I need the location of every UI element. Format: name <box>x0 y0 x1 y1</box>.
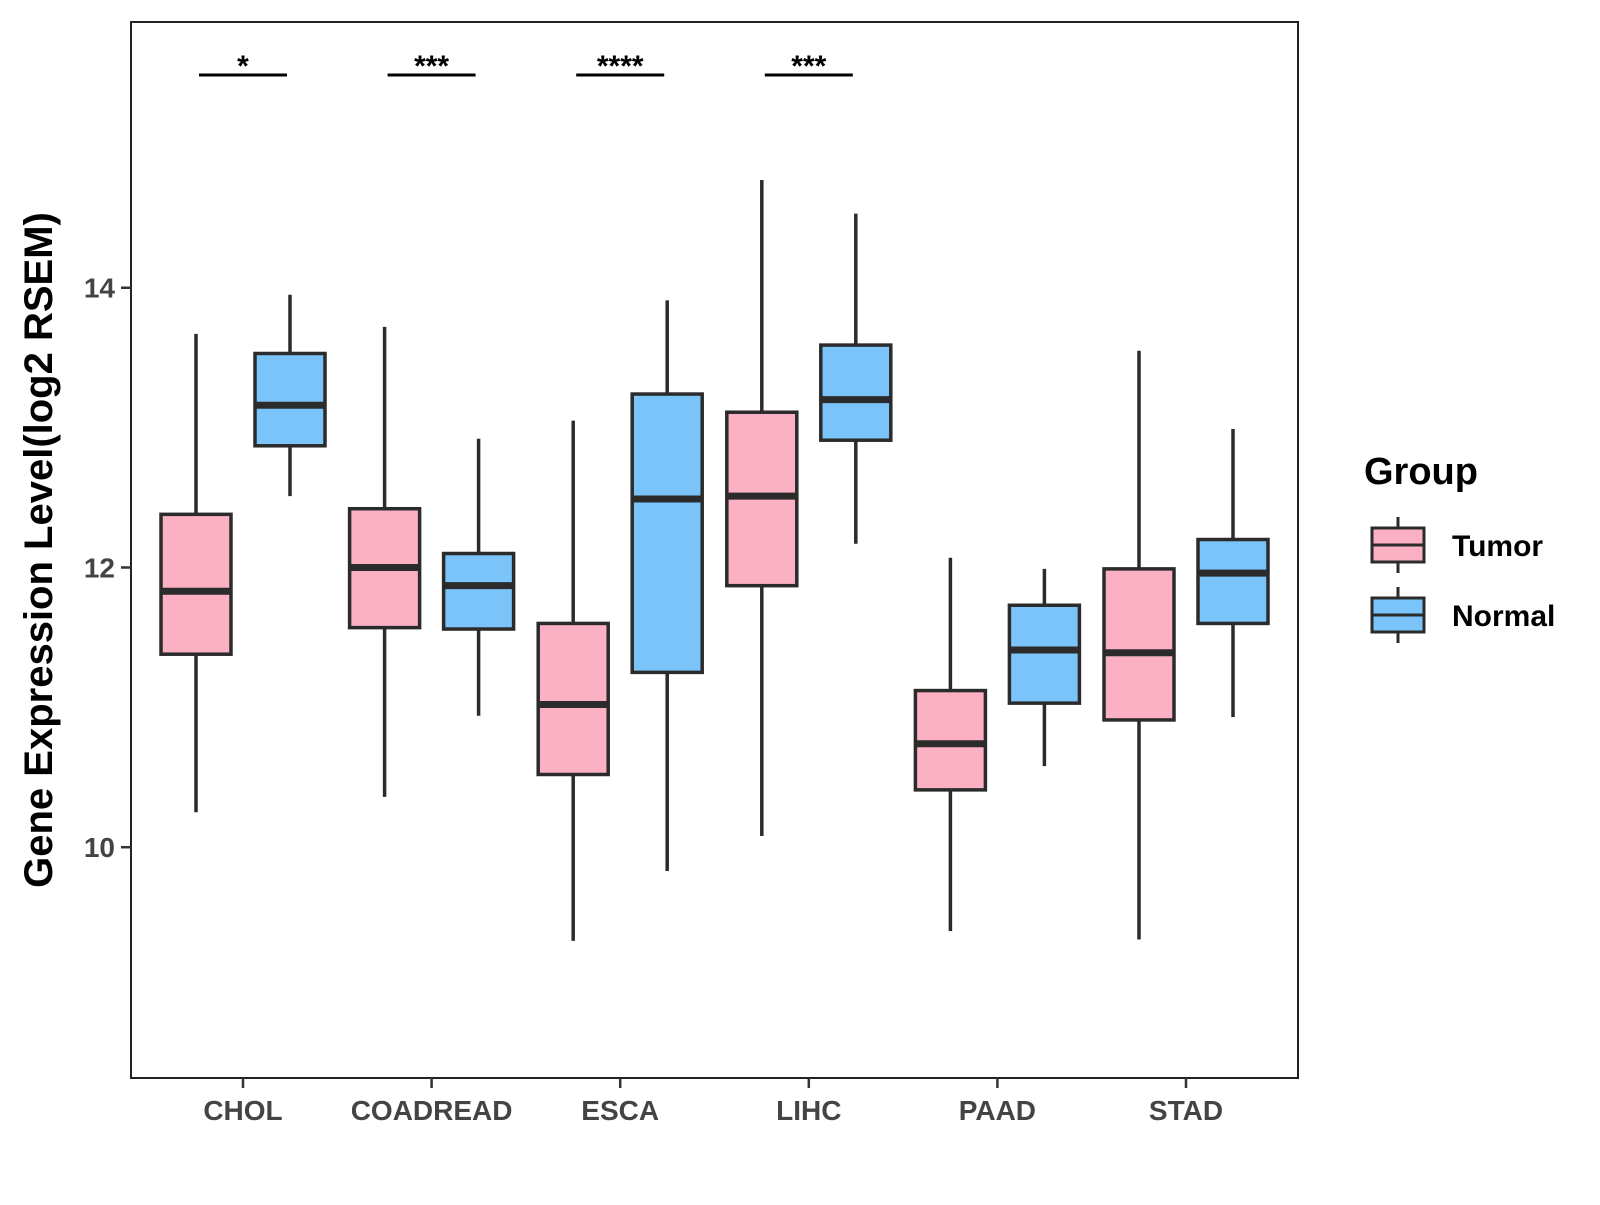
x-tick-label: LIHC <box>776 1095 841 1126</box>
significance-chol: * <box>199 50 287 83</box>
box-body <box>1007 603 1082 705</box>
box-normal-paad <box>1007 568 1082 767</box>
y-tick-label: 10 <box>84 832 115 863</box>
box-body <box>1196 537 1270 626</box>
y-axis: 10 12 14 <box>84 273 131 863</box>
box-body <box>159 512 233 656</box>
box-tumor-stad <box>1102 350 1176 940</box>
significance-label: **** <box>597 50 644 83</box>
legend: Group Tumor Normal <box>1364 451 1555 643</box>
x-axis: CHOL COADREAD ESCA LIHC PAAD STAD <box>203 1078 1223 1126</box>
legend-key-tumor <box>1370 517 1426 573</box>
box-body <box>441 551 516 631</box>
significance-esca: **** <box>576 50 665 83</box>
box-tumor-chol <box>159 333 233 813</box>
box-tumor-coadread <box>347 326 422 797</box>
boxes-layer <box>159 180 1270 941</box>
box-body <box>1102 567 1176 722</box>
legend-title: Group <box>1364 451 1478 493</box>
significance-label: *** <box>791 50 826 83</box>
legend-label-normal: Normal <box>1452 600 1555 633</box>
box-normal-lihc <box>819 213 893 544</box>
legend-label-tumor: Tumor <box>1452 530 1543 563</box>
box-body <box>630 392 704 675</box>
box-body <box>536 621 610 777</box>
significance-coadread: *** <box>387 50 476 83</box>
box-tumor-paad <box>913 557 988 932</box>
box-normal-chol <box>253 294 327 497</box>
significance-annotations: * *** **** *** <box>199 50 853 83</box>
x-tick-label: COADREAD <box>351 1095 513 1126</box>
x-tick-label: CHOL <box>203 1095 282 1126</box>
significance-label: *** <box>414 50 449 83</box>
box-normal-coadread <box>441 438 516 716</box>
box-body <box>819 343 893 442</box>
plot-panel-border <box>130 21 1299 1079</box>
box-normal-stad <box>1196 429 1270 718</box>
y-tick-label: 12 <box>84 552 115 583</box>
significance-lihc: *** <box>764 50 853 83</box>
x-tick-label: ESCA <box>581 1095 659 1126</box>
x-tick-label: STAD <box>1149 1095 1223 1126</box>
significance-label: * <box>237 50 249 83</box>
x-tick-label: PAAD <box>959 1095 1036 1126</box>
y-axis-title: Gene Expression Level(log2 RSEM) <box>17 212 61 888</box>
box-normal-esca <box>630 300 704 871</box>
box-tumor-esca <box>536 420 610 941</box>
y-tick-label: 14 <box>84 273 116 304</box>
box-body <box>253 351 327 448</box>
box-tumor-lihc <box>725 180 799 837</box>
legend-key-normal <box>1370 587 1426 643</box>
